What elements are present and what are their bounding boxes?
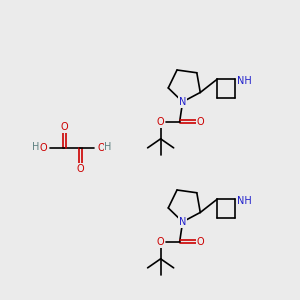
Text: O: O [76, 164, 84, 174]
Text: H: H [104, 142, 112, 152]
Text: O: O [157, 237, 164, 247]
Text: O: O [97, 143, 105, 153]
Text: N: N [179, 217, 186, 227]
Text: O: O [39, 143, 47, 153]
Text: NH: NH [237, 76, 252, 86]
Text: O: O [157, 117, 164, 127]
Text: NH: NH [237, 196, 252, 206]
Text: N: N [179, 97, 186, 107]
Text: H: H [32, 142, 40, 152]
Text: O: O [197, 237, 204, 247]
Text: O: O [60, 122, 68, 132]
Text: O: O [197, 117, 204, 127]
